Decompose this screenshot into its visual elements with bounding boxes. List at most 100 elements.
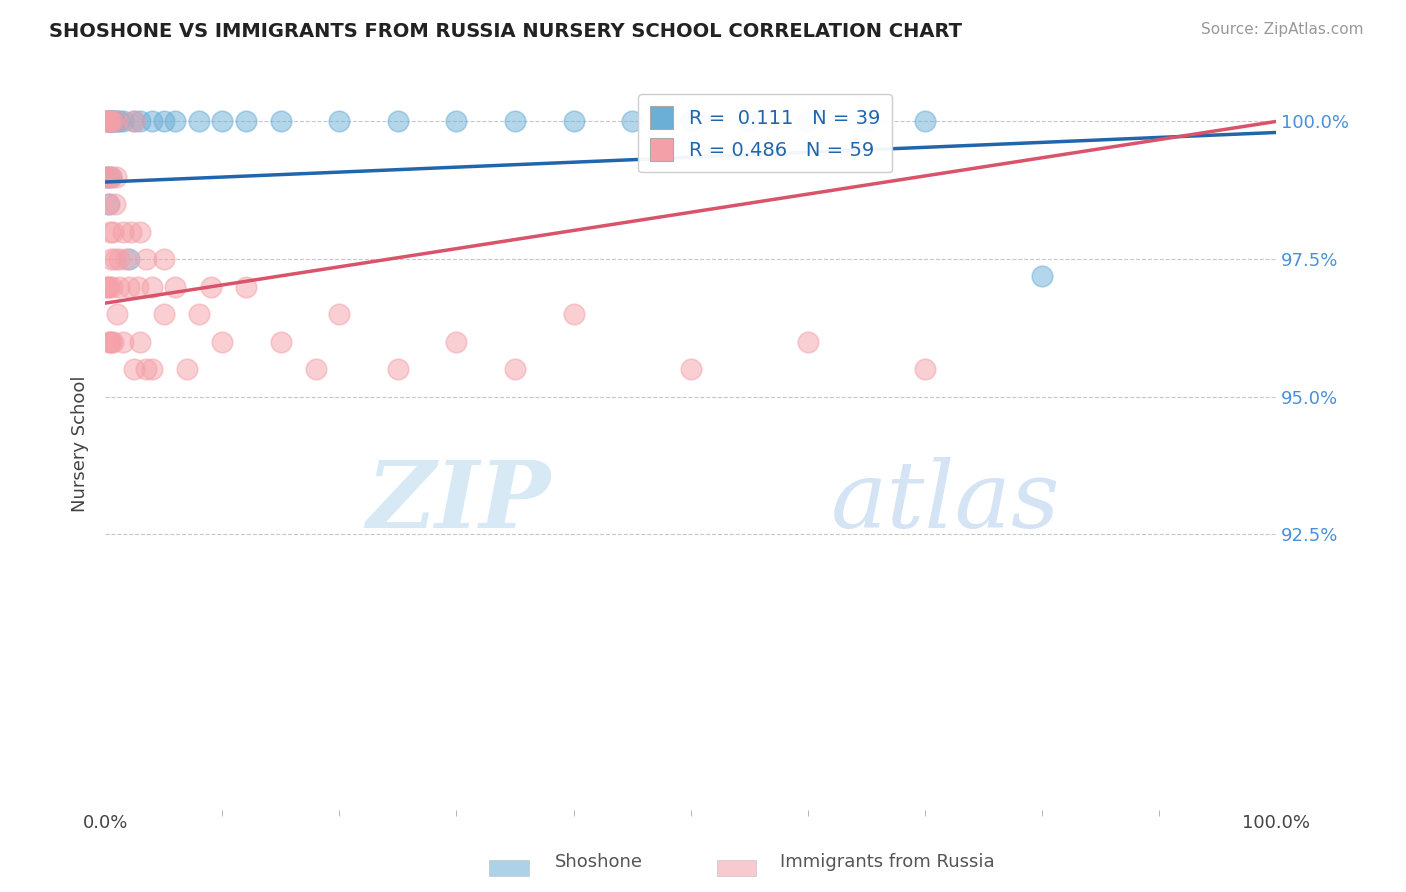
- Point: [96, 114, 118, 128]
- Point: [141, 114, 163, 128]
- Point: [129, 225, 152, 239]
- Point: [328, 114, 350, 128]
- Point: [328, 307, 350, 321]
- Point: [211, 334, 233, 349]
- Point: [103, 334, 125, 349]
- Point: [96, 169, 118, 184]
- Point: [104, 169, 127, 184]
- Point: [129, 334, 152, 349]
- Point: [96, 197, 118, 211]
- Point: [98, 114, 121, 128]
- Point: [100, 114, 122, 128]
- Point: [796, 114, 818, 128]
- Point: [103, 225, 125, 239]
- Point: [98, 114, 121, 128]
- Point: [855, 114, 877, 128]
- Point: [103, 114, 125, 128]
- Point: [503, 114, 526, 128]
- Point: [387, 114, 409, 128]
- Point: [211, 114, 233, 128]
- Point: [101, 114, 124, 128]
- Point: [96, 169, 118, 184]
- Point: [100, 169, 122, 184]
- Point: [1090, 830, 1112, 844]
- Point: [120, 225, 142, 239]
- Point: [1031, 268, 1053, 283]
- Point: [97, 114, 120, 128]
- Point: [97, 197, 120, 211]
- Point: [103, 114, 125, 128]
- Point: [96, 279, 118, 293]
- Point: [152, 114, 174, 128]
- Text: Immigrants from Russia: Immigrants from Russia: [780, 853, 995, 871]
- Point: [96, 114, 118, 128]
- Point: [111, 114, 134, 128]
- Point: [96, 279, 118, 293]
- Text: ZIP: ZIP: [366, 457, 550, 547]
- Point: [127, 279, 149, 293]
- Point: [235, 114, 257, 128]
- Point: [796, 334, 818, 349]
- Point: [100, 252, 122, 266]
- Point: [117, 252, 139, 266]
- Point: [96, 114, 118, 128]
- Point: [738, 114, 761, 128]
- Point: [111, 225, 134, 239]
- Point: [96, 114, 118, 128]
- Point: [105, 114, 128, 128]
- Point: [200, 279, 222, 293]
- Point: [141, 362, 163, 376]
- Point: [98, 114, 121, 128]
- Point: [103, 197, 125, 211]
- Point: [135, 362, 157, 376]
- Point: [679, 114, 702, 128]
- Point: [105, 114, 128, 128]
- Point: [235, 279, 257, 293]
- Point: [96, 169, 118, 184]
- Point: [101, 114, 124, 128]
- Point: [124, 114, 146, 128]
- Point: [446, 334, 468, 349]
- Point: [141, 279, 163, 293]
- Point: [100, 334, 122, 349]
- Point: [111, 334, 134, 349]
- Point: [914, 114, 936, 128]
- Point: [101, 279, 124, 293]
- Point: [97, 279, 120, 293]
- Point: [97, 334, 120, 349]
- Point: [187, 114, 209, 128]
- Point: [152, 252, 174, 266]
- Point: [270, 114, 292, 128]
- Point: [503, 362, 526, 376]
- Point: [103, 252, 125, 266]
- Point: [446, 114, 468, 128]
- Point: [176, 362, 198, 376]
- Point: [135, 252, 157, 266]
- Point: [387, 362, 409, 376]
- Point: [152, 307, 174, 321]
- Point: [187, 307, 209, 321]
- Point: [270, 334, 292, 349]
- Point: [98, 225, 121, 239]
- Point: [165, 279, 187, 293]
- Point: [562, 114, 585, 128]
- Point: [117, 279, 139, 293]
- Point: [115, 252, 138, 266]
- Point: [165, 114, 187, 128]
- Point: [108, 114, 131, 128]
- Point: [98, 334, 121, 349]
- Text: Shoshone: Shoshone: [555, 853, 644, 871]
- Point: [105, 307, 128, 321]
- Point: [97, 169, 120, 184]
- Point: [129, 114, 152, 128]
- Point: [100, 169, 122, 184]
- Point: [124, 362, 146, 376]
- Point: [124, 114, 146, 128]
- Point: [562, 307, 585, 321]
- Point: [621, 114, 644, 128]
- Point: [108, 279, 131, 293]
- Text: Source: ZipAtlas.com: Source: ZipAtlas.com: [1201, 22, 1364, 37]
- Point: [305, 362, 328, 376]
- Point: [914, 362, 936, 376]
- Text: atlas: atlas: [831, 457, 1060, 547]
